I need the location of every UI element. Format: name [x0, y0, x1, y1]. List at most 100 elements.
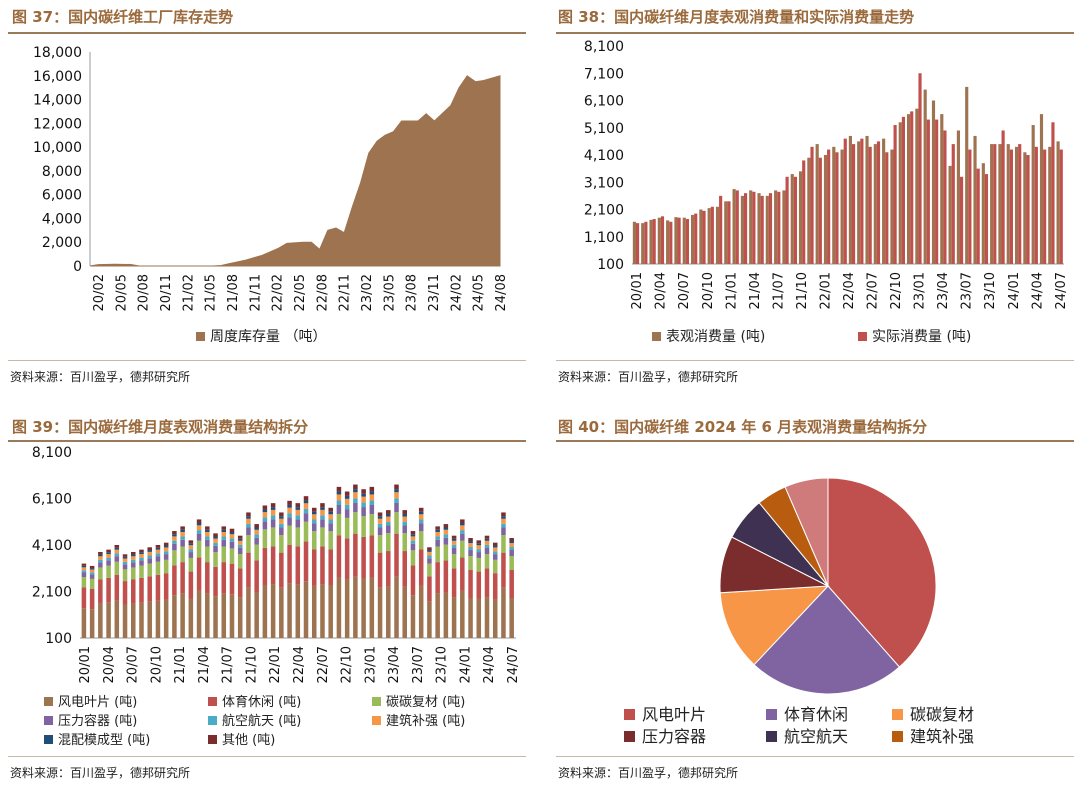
stack-segment: [163, 545, 169, 548]
stack-segment: [98, 562, 103, 568]
stack-segment: [98, 559, 103, 563]
bar-actual: [976, 168, 980, 264]
x-tick-label: 20/10: [149, 646, 164, 683]
stack-segment: [139, 554, 144, 558]
stack-segment: [254, 534, 259, 538]
x-tick-label: 20/11: [159, 274, 174, 311]
stack-segment: [106, 560, 111, 566]
x-tick-label: 23/07: [411, 646, 426, 683]
legend-swatch: [892, 731, 903, 742]
panel-consumption: 图 38：国内碳纤维月度表观消费量和实际消费量走势 100 1,100 2,100 3…: [556, 0, 1074, 395]
bar-apparent: [641, 223, 645, 264]
stack-segment: [131, 556, 136, 560]
source-note: 资料来源：百川盈孚，德邦研究所: [10, 766, 191, 780]
stack-segment: [418, 523, 424, 532]
stack-segment: [386, 525, 391, 534]
stack-segment: [402, 551, 407, 587]
stack-segment: [229, 594, 235, 638]
stack-segment: [89, 578, 95, 589]
stack-segment: [410, 543, 416, 551]
stack-segment: [196, 590, 202, 638]
y-tick-label: 2,100: [584, 203, 624, 219]
bar-apparent: [682, 217, 686, 264]
legend-swatch: [208, 716, 217, 725]
stack-segment: [279, 523, 284, 528]
stack-segment: [410, 531, 416, 535]
stack-segment: [163, 573, 169, 600]
stack-segment: [287, 517, 292, 526]
stack-segment: [328, 511, 333, 515]
stack-segment: [81, 565, 87, 568]
stack-segment: [460, 557, 465, 591]
stack-segment: [435, 531, 440, 537]
stack-segment: [287, 507, 292, 514]
stack-segment: [328, 523, 333, 532]
stack-segment: [106, 602, 111, 638]
stack-segment: [311, 549, 317, 586]
y-tick-label: 8,000: [42, 164, 82, 180]
stack-segment: [328, 519, 333, 524]
stack-segment: [394, 576, 399, 638]
y-tick-label: 7,100: [584, 66, 624, 82]
stack-segment: [279, 518, 284, 524]
stack-segment: [98, 579, 103, 604]
stack-segment: [155, 553, 161, 557]
stack-segment: [344, 538, 350, 580]
stack-segment: [89, 568, 95, 570]
bar-actual: [777, 191, 781, 264]
stack-segment: [418, 519, 424, 524]
stack-segment: [254, 560, 259, 593]
stack-segment: [139, 552, 144, 555]
stack-segment: [196, 522, 202, 526]
legend-label: 压力容器: [642, 727, 706, 746]
stack-segment: [377, 516, 383, 519]
stack-segment: [484, 538, 490, 541]
stack-segment: [106, 565, 111, 578]
stack-segment: [377, 552, 383, 588]
stack-segment: [139, 557, 144, 561]
stack-segment: [377, 518, 383, 524]
stack-segment: [451, 568, 457, 598]
bar-actual: [1009, 149, 1013, 264]
stack-segment: [484, 540, 490, 545]
x-tick-label: 23/02: [360, 274, 375, 311]
stack-segment: [402, 516, 407, 522]
stack-segment: [402, 513, 407, 517]
stack-segment: [427, 601, 432, 638]
stack-segment: [386, 521, 391, 526]
x-tick-label: 24/04: [482, 646, 497, 683]
stack-segment: [320, 546, 325, 585]
stack-segment: [295, 519, 301, 528]
stack-segment: [320, 503, 325, 508]
stack-segment: [484, 597, 490, 638]
stack-segment: [394, 492, 399, 499]
stack-segment: [443, 592, 449, 638]
legend-label: 实际消费量 (吨): [872, 329, 971, 345]
bar-apparent: [732, 189, 736, 264]
stack-segment: [254, 529, 259, 535]
stack-segment: [418, 549, 424, 586]
stack-segment: [476, 598, 482, 638]
stack-segment: [336, 491, 342, 495]
stack-segment: [435, 526, 440, 530]
stack-segment: [98, 556, 103, 560]
stack-segment: [476, 540, 482, 544]
stack-segment: [402, 510, 407, 514]
stack-segment: [114, 553, 120, 557]
y-tick-label: 1,100: [584, 230, 624, 246]
stack-segment: [427, 563, 432, 577]
x-tick-label: 20/07: [126, 646, 141, 683]
stack-segment: [303, 581, 309, 638]
x-tick-label: 24/04: [1030, 272, 1045, 309]
stack-segment: [205, 531, 210, 537]
x-tick-label: 21/01: [724, 272, 739, 309]
stack-segment: [344, 517, 350, 539]
stack-segment: [114, 574, 120, 601]
bar-actual: [702, 210, 706, 264]
stack-segment: [131, 551, 136, 555]
stack-segment: [468, 550, 473, 557]
stack-segment: [254, 524, 259, 528]
x-tick-label: 20/10: [701, 272, 716, 309]
bar-apparent: [807, 157, 811, 264]
stack-segment: [492, 542, 498, 546]
